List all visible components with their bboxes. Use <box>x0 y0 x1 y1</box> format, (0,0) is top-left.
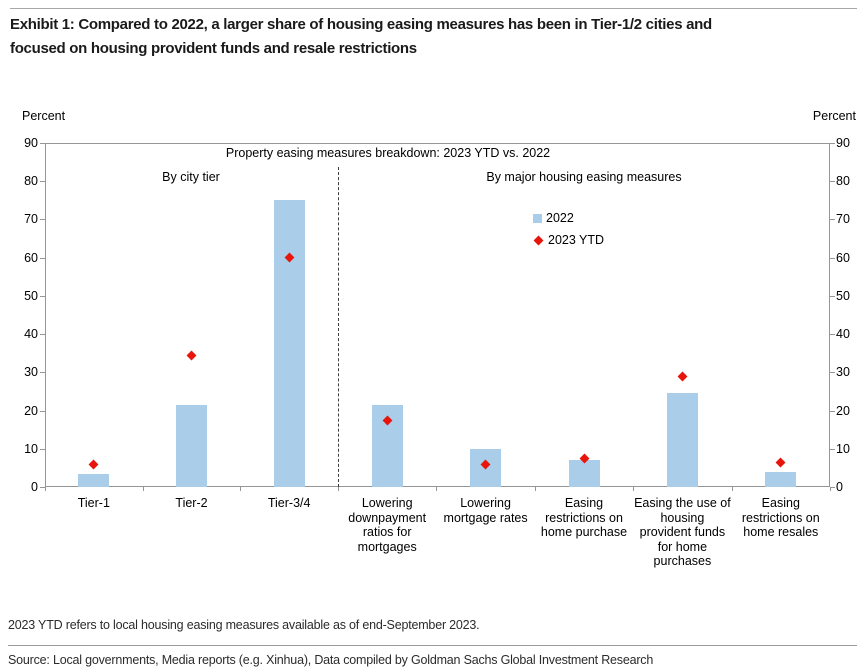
source-line: Source: Local governments, Media reports… <box>8 653 654 667</box>
bar-2022 <box>666 393 698 487</box>
y-axis-tick-label-left: 90 <box>24 136 38 150</box>
y-axis-tick-label-left: 40 <box>24 327 38 342</box>
x-axis-boundary-tickmark <box>338 487 339 491</box>
source-divider-rule <box>8 645 857 646</box>
y-axis-tickmark-right <box>830 257 835 259</box>
chart-title: Property easing measures breakdown: 2023… <box>225 146 551 160</box>
x-axis-boundary-tickmark <box>731 487 733 491</box>
y-axis-tickmark-right <box>830 334 835 336</box>
y-axis-tick-label-right: 40 <box>836 327 850 342</box>
section-label-by-city-tier: By city tier <box>162 170 220 184</box>
y-axis-tick-label-right: 90 <box>836 136 850 150</box>
x-axis-category-label: Easing restrictions on home resales <box>741 496 820 539</box>
y-axis-tick-label-left: 0 <box>31 480 38 494</box>
section-label-by-major-measures: By major housing easing measures <box>486 170 682 184</box>
exhibit-title-line2: focused on housing provident funds and r… <box>10 40 417 57</box>
legend: 2022 2023 YTD <box>533 207 604 251</box>
y-axis-tick-label-left: 50 <box>24 288 38 303</box>
y-axis-tickmark-right <box>830 295 835 297</box>
y-axis-tickmark-right <box>830 410 835 412</box>
y-axis-tickmark-left <box>40 219 45 221</box>
y-axis-tickmark-right <box>830 448 835 450</box>
y-axis-tick-label-right: 0 <box>836 480 843 494</box>
legend-2022-label: 2022 <box>546 211 574 225</box>
y-axis-tick-label-left: 30 <box>24 365 38 380</box>
legend-2022-bar-swatch <box>533 213 542 223</box>
y-axis-tickmark-left <box>40 295 45 297</box>
y-axis-tick-label-left: 60 <box>24 250 38 265</box>
legend-2023ytd-label: 2023 YTD <box>548 233 605 247</box>
y-axis-tickmark-left <box>40 143 45 144</box>
y-axis-tickmark-left <box>40 334 45 336</box>
bar-2022 <box>273 200 305 487</box>
x-axis-boundary-tickmark <box>534 487 536 491</box>
x-axis-category-label: Easing the use of housing provident fund… <box>634 496 731 568</box>
y-axis-tickmark-right <box>830 143 835 144</box>
y-axis-tickmark-left <box>40 181 45 183</box>
y-axis-tick-label-right: 30 <box>836 365 850 380</box>
y-axis-unit-right: Percent <box>812 109 856 123</box>
legend-2023ytd-diamond-swatch <box>533 235 544 245</box>
y-axis-tickmark-left <box>40 487 45 488</box>
bar-2022 <box>765 471 797 487</box>
exhibit-title: Exhibit 1: Compared to 2022, a larger sh… <box>10 13 860 61</box>
x-axis-category-label: Lowering mortgage rates <box>443 496 528 525</box>
x-axis-category-label: Tier-3/4 <box>267 496 311 510</box>
legend-item-2023ytd: 2023 YTD <box>533 229 604 251</box>
bar-2022 <box>568 460 600 487</box>
y-axis-tick-label-left: 70 <box>24 212 38 227</box>
y-axis-tick-label-right: 70 <box>836 212 850 227</box>
y-axis-tickmark-right <box>830 219 835 221</box>
x-axis-boundary-tickmark <box>830 487 831 491</box>
y-axis-tick-label-right: 50 <box>836 288 850 303</box>
bar-2022 <box>176 404 207 487</box>
y-axis-tickmark-right <box>830 372 835 374</box>
y-axis-tick-label-left: 20 <box>24 403 38 418</box>
y-axis-tick-label-right: 60 <box>836 250 850 265</box>
x-axis-category-label: Tier-2 <box>175 496 208 510</box>
top-divider-rule <box>10 8 857 9</box>
y-axis-tickmark-right <box>830 181 835 183</box>
x-axis-boundary-tickmark <box>633 487 635 491</box>
footnote: 2023 YTD refers to local housing easing … <box>8 618 480 632</box>
x-axis-boundary-tickmark <box>436 487 438 491</box>
x-axis-category-label: Easing restrictions on home purchase <box>540 496 628 539</box>
x-axis-boundary-tickmark <box>45 487 46 491</box>
plot-area <box>45 143 830 487</box>
y-axis-tick-label-right: 80 <box>836 174 850 189</box>
bar-2022 <box>78 473 110 487</box>
x-axis-category-label: Lowering downpayment ratios for mortgage… <box>348 496 427 554</box>
y-axis-unit-left: Percent <box>22 109 66 123</box>
x-axis-boundary-tickmark <box>240 487 242 491</box>
y-axis-tickmark-right <box>830 487 835 488</box>
y-axis-tickmark-left <box>40 257 45 259</box>
y-axis-tick-label-left: 80 <box>24 174 38 189</box>
y-axis-tickmark-left <box>40 448 45 450</box>
y-axis-tickmark-left <box>40 410 45 412</box>
y-axis-tick-label-left: 10 <box>24 441 38 456</box>
x-axis-boundary-tickmark <box>142 487 144 491</box>
section-divider-dashed-line <box>338 167 339 487</box>
y-axis-tick-label-right: 10 <box>836 441 850 456</box>
exhibit-title-line1: Exhibit 1: Compared to 2022, a larger sh… <box>10 16 712 33</box>
x-axis-category-label: Tier-1 <box>77 496 110 510</box>
y-axis-tick-label-right: 20 <box>836 403 850 418</box>
y-axis-tickmark-left <box>40 372 45 374</box>
legend-item-2022: 2022 <box>533 207 604 229</box>
